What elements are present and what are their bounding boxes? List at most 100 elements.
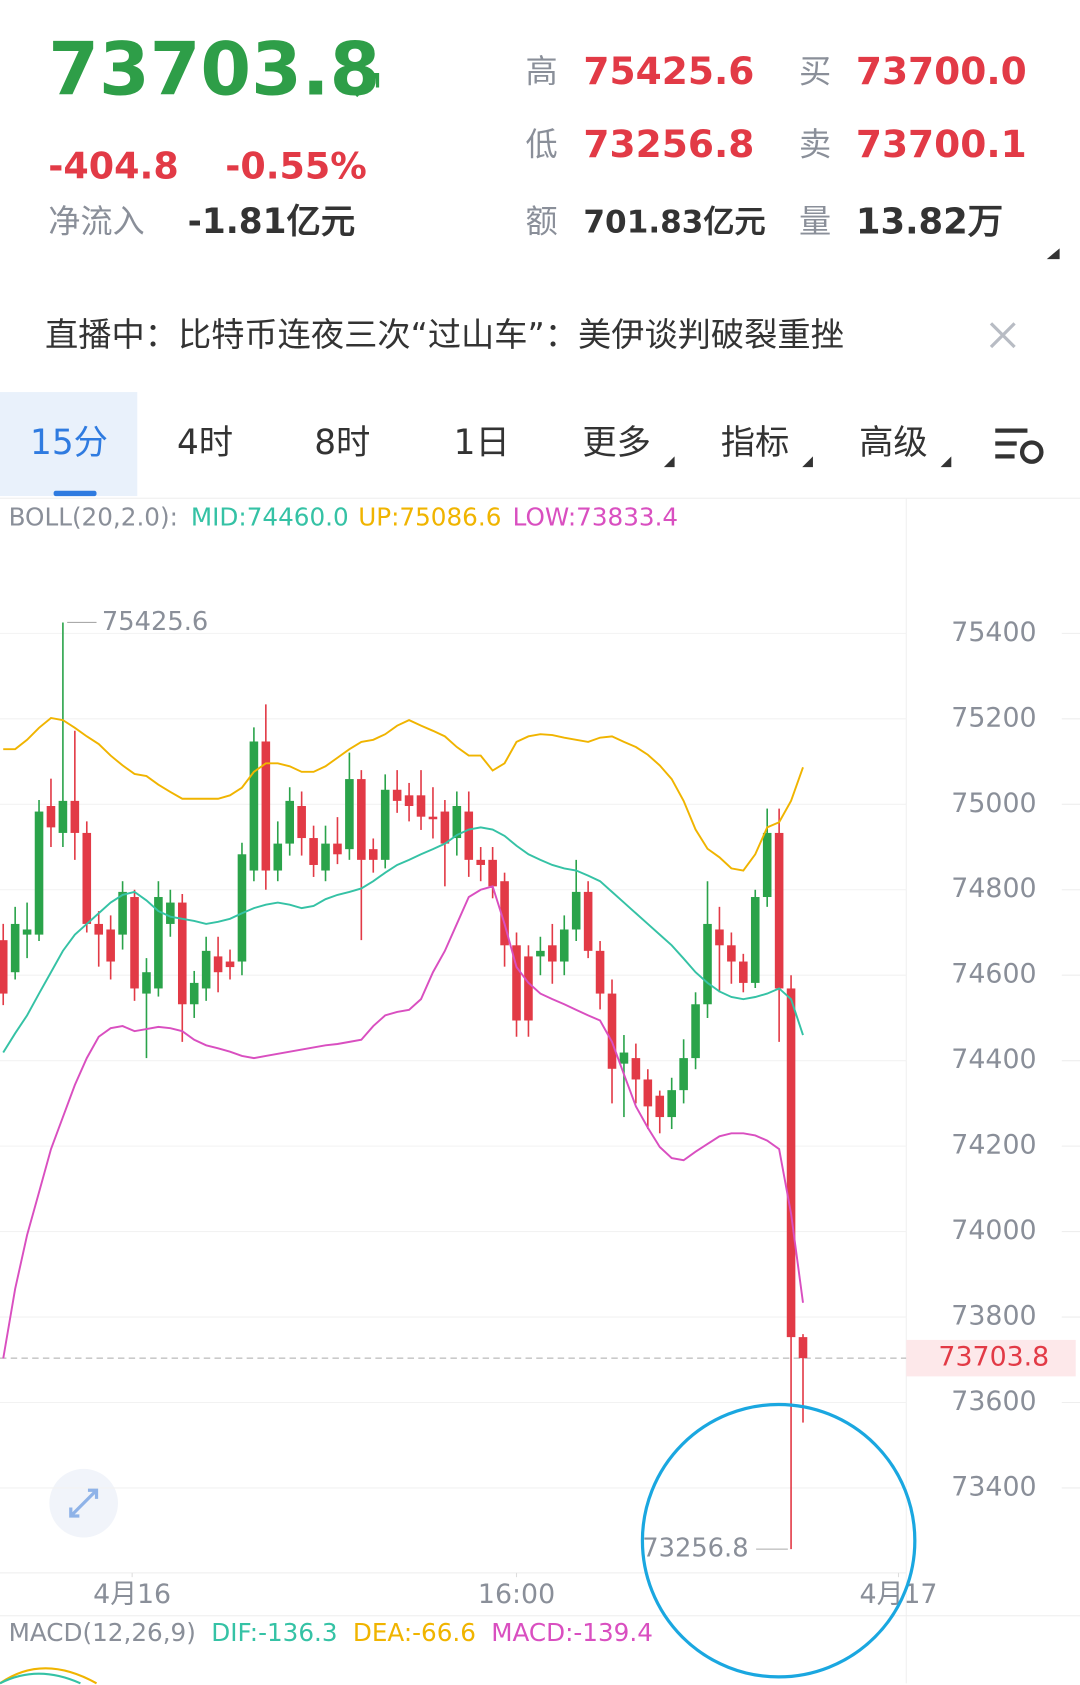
candle-body — [142, 972, 151, 994]
macd-title: MACD(12,26,9) — [9, 1618, 196, 1647]
candle-body — [524, 956, 533, 1021]
candle-body — [154, 897, 163, 989]
inflow-value: -1.81亿元 — [188, 202, 355, 242]
candle-body — [548, 945, 557, 962]
tab[interactable]: 15分 — [30, 423, 108, 463]
candle-body — [607, 993, 617, 1069]
candle-body — [679, 1058, 688, 1091]
candle-body — [643, 1079, 653, 1107]
candle-body — [691, 1004, 700, 1059]
highlight-circle — [640, 1402, 917, 1679]
chart: 75400 75200 75000 74800 74600 74400 74200 74000… — [0, 503, 1080, 1610]
candle-body — [667, 1090, 676, 1118]
last-price-label: 73703.8 — [938, 1342, 1049, 1373]
candle-body — [440, 811, 450, 844]
y-tick-label: 74600 — [951, 959, 1036, 990]
legend-entry: MID:74460.0 — [191, 503, 349, 532]
tab[interactable]: 指标 — [721, 423, 790, 463]
candle-body — [273, 843, 283, 871]
candle-body — [333, 843, 342, 855]
candle-body — [237, 854, 247, 962]
tab[interactable]: 1日 — [454, 423, 510, 463]
candle-body — [0, 940, 8, 994]
trend-arrow — [354, 72, 380, 98]
candle-body — [715, 929, 724, 946]
y-tick-label: 75200 — [951, 702, 1036, 733]
label: 买 — [799, 53, 831, 91]
candle-body — [476, 859, 485, 865]
label: 低 — [526, 125, 558, 163]
candle-body — [774, 832, 784, 989]
candle-body — [309, 838, 318, 865]
candle-body — [739, 961, 748, 983]
low-annotation: 73256.8 — [642, 1534, 748, 1564]
candle-body — [750, 897, 760, 983]
y-tick-label: 74000 — [951, 1215, 1036, 1246]
candle-body — [512, 945, 521, 1021]
tab[interactable]: 更多 — [582, 423, 651, 463]
change-pct: -0.55% — [225, 144, 367, 187]
expand-button[interactable] — [49, 1468, 118, 1538]
x-tick-label: 16:00 — [478, 1579, 555, 1610]
candle-body — [595, 950, 605, 994]
tab[interactable]: 8时 — [314, 423, 370, 463]
value: 75425.6 — [583, 49, 754, 93]
news-banner[interactable]: 直播中：比特币连夜三次“过山车”：美伊谈判破裂重挫 — [45, 315, 844, 354]
y-tick-label: 74800 — [951, 873, 1036, 904]
boll-line — [2, 885, 804, 1359]
candle-body — [404, 795, 414, 807]
macd-curve — [0, 1672, 81, 1685]
candle-body — [249, 741, 259, 871]
high-annotation: 75425.6 — [102, 607, 208, 637]
candle-body — [464, 811, 474, 860]
tab[interactable]: 高级 — [859, 423, 928, 463]
candle-body — [452, 806, 462, 839]
icon-line — [995, 428, 1028, 459]
y-tick-label: 73800 — [951, 1301, 1036, 1332]
candle-body — [285, 800, 295, 844]
candle-body — [58, 800, 68, 833]
inflow-label: 净流入 — [48, 203, 144, 241]
candle-body — [130, 897, 139, 989]
label: 卖 — [799, 125, 831, 163]
candle-body — [380, 789, 390, 860]
label: 量 — [799, 203, 831, 241]
candle-body — [10, 923, 20, 973]
tab-selected-bg — [0, 392, 138, 497]
candle-body — [619, 1052, 629, 1064]
candle-body — [762, 832, 772, 898]
candle-body — [34, 811, 44, 935]
candle-body — [416, 795, 426, 817]
candle-body — [46, 806, 56, 828]
value: 73700.1 — [856, 122, 1027, 166]
candle-body — [428, 816, 438, 820]
candle-body — [368, 849, 378, 860]
candle-body — [703, 923, 712, 1005]
candle-body — [189, 982, 199, 1005]
corner-mark — [1046, 248, 1060, 260]
candle-body — [225, 961, 235, 968]
y-tick-label: 73600 — [951, 1386, 1036, 1417]
candle-body — [655, 1095, 665, 1118]
dropdown-mark — [940, 456, 952, 468]
macd-dif: DIF:-136.3 — [211, 1618, 337, 1647]
candle-body — [727, 945, 736, 962]
label: 额 — [526, 203, 558, 241]
label: 高 — [526, 53, 558, 91]
y-tick-label: 73400 — [951, 1471, 1036, 1502]
value: 73256.8 — [583, 122, 754, 166]
candle-body — [786, 988, 796, 1338]
candle-body — [500, 881, 509, 946]
close-button[interactable] — [989, 322, 1016, 349]
y-tick-label: 74200 — [951, 1130, 1036, 1161]
candle-body — [201, 950, 211, 989]
candle-body — [70, 800, 80, 833]
candle-body — [488, 859, 497, 887]
candle-body — [392, 789, 402, 801]
value: 13.82万 — [856, 202, 1003, 243]
settings-icon[interactable] — [995, 428, 1044, 464]
tab[interactable]: 4时 — [177, 423, 233, 463]
y-tick-label: 74400 — [951, 1044, 1036, 1075]
